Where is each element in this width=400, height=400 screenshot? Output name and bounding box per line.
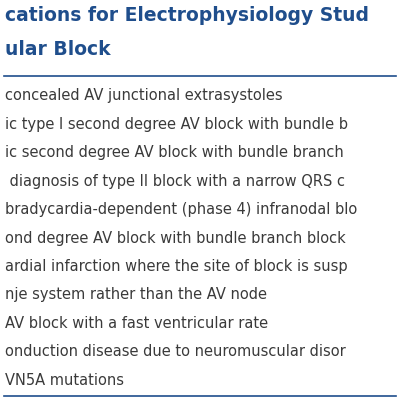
Text: diagnosis of type II block with a narrow QRS c: diagnosis of type II block with a narrow… [5, 174, 345, 188]
Text: ic type I second degree AV block with bundle b: ic type I second degree AV block with bu… [5, 116, 348, 132]
Text: AV block with a fast ventricular rate: AV block with a fast ventricular rate [5, 316, 268, 331]
Text: onduction disease due to neuromuscular disor: onduction disease due to neuromuscular d… [5, 344, 346, 360]
Text: bradycardia-dependent (phase 4) infranodal blo: bradycardia-dependent (phase 4) infranod… [5, 202, 357, 217]
Text: concealed AV junctional extrasystoles: concealed AV junctional extrasystoles [5, 88, 283, 103]
Text: ic second degree AV block with bundle branch: ic second degree AV block with bundle br… [5, 145, 344, 160]
Text: ular Block: ular Block [5, 40, 111, 59]
Text: nje system rather than the AV node: nje system rather than the AV node [5, 288, 267, 302]
Text: ardial infarction where the site of block is susp: ardial infarction where the site of bloc… [5, 259, 348, 274]
Text: ond degree AV block with bundle branch block: ond degree AV block with bundle branch b… [5, 230, 346, 246]
Text: cations for Electrophysiology Stud: cations for Electrophysiology Stud [5, 6, 369, 25]
Text: VN5A mutations: VN5A mutations [5, 373, 124, 388]
